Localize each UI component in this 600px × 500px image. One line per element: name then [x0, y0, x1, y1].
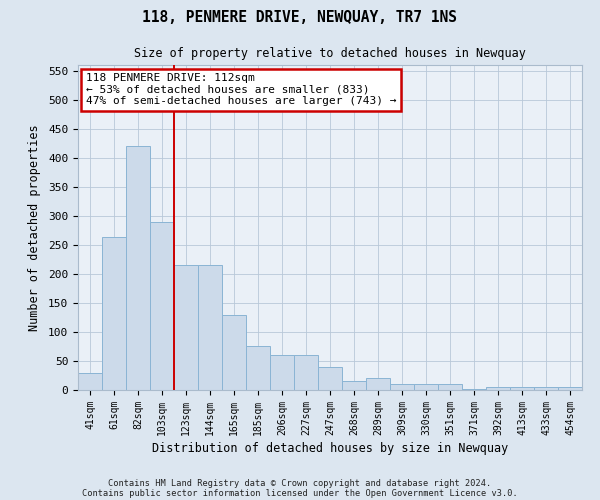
Bar [463, 389, 485, 390]
Bar [535, 387, 557, 390]
X-axis label: Distribution of detached houses by size in Newquay: Distribution of detached houses by size … [152, 442, 508, 455]
Text: Contains public sector information licensed under the Open Government Licence v3: Contains public sector information licen… [82, 488, 518, 498]
Bar [439, 384, 461, 390]
Bar [319, 367, 341, 390]
Bar [295, 355, 317, 390]
Bar [151, 222, 173, 390]
Bar [343, 382, 365, 390]
Bar [415, 384, 437, 390]
Bar [127, 146, 149, 390]
Text: 118, PENMERE DRIVE, NEWQUAY, TR7 1NS: 118, PENMERE DRIVE, NEWQUAY, TR7 1NS [143, 10, 458, 25]
Bar [271, 355, 293, 390]
Y-axis label: Number of detached properties: Number of detached properties [28, 124, 41, 331]
Bar [391, 384, 413, 390]
Title: Size of property relative to detached houses in Newquay: Size of property relative to detached ho… [134, 46, 526, 60]
Bar [247, 346, 269, 390]
Text: 118 PENMERE DRIVE: 112sqm
← 53% of detached houses are smaller (833)
47% of semi: 118 PENMERE DRIVE: 112sqm ← 53% of detac… [86, 73, 396, 106]
Bar [511, 387, 533, 390]
Bar [367, 378, 389, 390]
Bar [559, 387, 581, 390]
Text: Contains HM Land Registry data © Crown copyright and database right 2024.: Contains HM Land Registry data © Crown c… [109, 478, 491, 488]
Bar [223, 314, 245, 390]
Bar [199, 265, 221, 390]
Bar [487, 387, 509, 390]
Bar [103, 238, 125, 390]
Bar [79, 372, 101, 390]
Bar [175, 265, 197, 390]
